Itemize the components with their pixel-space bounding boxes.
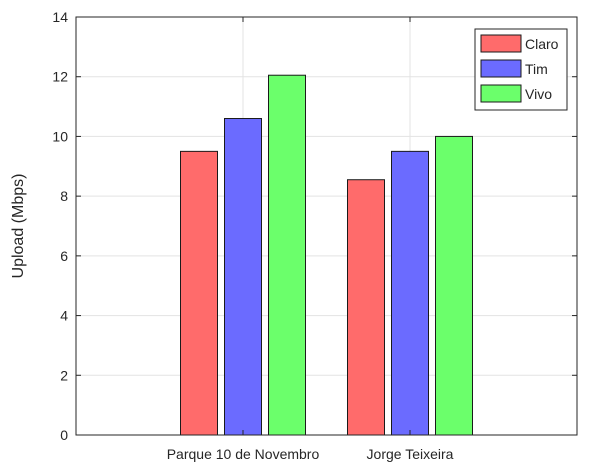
legend: Claro Tim Vivo xyxy=(474,28,568,111)
axes: 0 2 4 6 8 10 12 14 Parque 10 de Novembro Jorge Te… xyxy=(52,9,577,462)
bar-claro xyxy=(180,150,218,436)
y-axis-label: Upload (Mbps) xyxy=(10,174,27,279)
y-tick-label: 14 xyxy=(52,9,68,25)
legend-swatch xyxy=(480,34,522,53)
y-tick-label: 6 xyxy=(60,248,68,264)
bar-tim xyxy=(391,150,429,436)
plot-frame xyxy=(75,16,578,436)
legend-label: Vivo xyxy=(525,86,552,102)
legend-swatch xyxy=(480,84,522,103)
bar-claro xyxy=(347,179,385,436)
y-tick-label: 8 xyxy=(60,188,68,204)
bar-tim xyxy=(224,118,262,436)
bar-vivo xyxy=(268,74,306,436)
legend-label: Tim xyxy=(525,61,548,77)
y-tick-label: 2 xyxy=(60,367,68,383)
x-tick-label: Jorge Teixeira xyxy=(367,446,454,462)
bar-vivo xyxy=(435,135,473,436)
y-tick-label: 10 xyxy=(52,128,68,144)
legend-label: Claro xyxy=(525,36,559,52)
bars xyxy=(180,74,473,436)
y-tick-label: 0 xyxy=(60,427,68,443)
x-tick-label: Parque 10 de Novembro xyxy=(167,446,320,462)
legend-swatch xyxy=(480,59,522,78)
y-tick-label: 12 xyxy=(52,69,68,85)
y-tick-label: 4 xyxy=(60,308,68,324)
